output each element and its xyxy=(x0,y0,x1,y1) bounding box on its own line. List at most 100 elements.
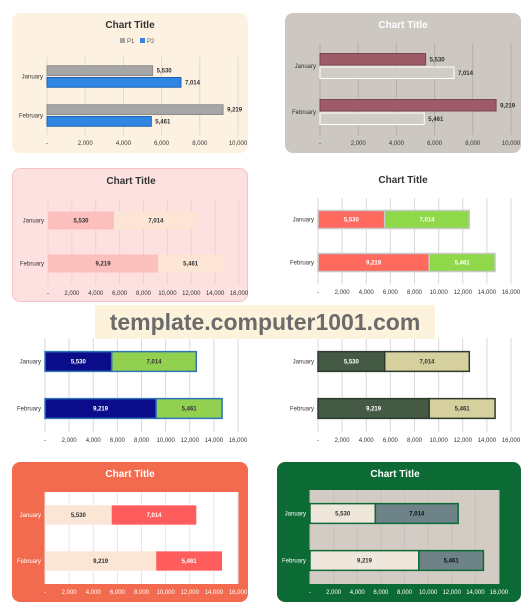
x-tick-label: 6,000 xyxy=(383,438,399,444)
x-tick-label: 4,000 xyxy=(350,590,366,596)
x-tick-label: 14,000 xyxy=(466,590,485,596)
bar xyxy=(45,505,112,525)
x-tick-label: 2,000 xyxy=(326,590,342,596)
x-tick-label: 10,000 xyxy=(158,291,177,297)
x-tick-label: 8,000 xyxy=(407,438,423,444)
x-tick-label: 16,000 xyxy=(502,290,521,296)
bar xyxy=(110,350,198,373)
x-tick-label: - xyxy=(44,438,46,444)
category-label: January xyxy=(295,64,316,70)
x-tick-label: 10,000 xyxy=(502,141,521,147)
x-tick-label: 16,000 xyxy=(229,590,248,596)
x-tick-label: - xyxy=(319,141,321,147)
watermark-banner: template.computer1001.com xyxy=(95,305,435,339)
x-tick-label: 8,000 xyxy=(134,590,150,596)
x-tick-label: 6,000 xyxy=(373,590,389,596)
bar xyxy=(114,211,198,230)
x-tick-label: 4,000 xyxy=(88,291,104,297)
x-tick-label: 4,000 xyxy=(389,141,405,147)
data-label: 5,530 xyxy=(71,360,87,366)
category-label: February xyxy=(282,559,306,565)
x-tick-label: 14,000 xyxy=(478,438,497,444)
x-tick-label: 12,000 xyxy=(181,438,200,444)
data-label: 7,014 xyxy=(420,218,436,224)
data-label: 9,219 xyxy=(500,103,516,109)
chart-panel-2: Chart Title - 2,000 4,000 6,000 8,000 10,000 Ja… xyxy=(285,13,521,153)
data-label: 7,014 xyxy=(185,80,201,86)
data-label: 7,014 xyxy=(409,512,425,518)
legend-swatch xyxy=(140,38,145,43)
category-label: January xyxy=(285,512,306,518)
bar-chart-6: - 2,000 4,000 6,000 8,000 10,000 12,000 14,000 1… xyxy=(290,338,521,444)
bar xyxy=(46,77,182,88)
data-label: 7,014 xyxy=(148,219,164,225)
chart-panel-1: Chart Title P1 P2 - 2,000 4,000 6,000 8,000 10,0… xyxy=(12,13,248,153)
category-label: January xyxy=(20,360,41,366)
x-tick-label: 12,000 xyxy=(443,590,462,596)
x-tick-label: 2,000 xyxy=(335,290,351,296)
data-label: 5,461 xyxy=(155,119,171,125)
bar xyxy=(111,505,197,525)
bar-chart-4: Chart Title - 2,000 4,000 6,000 8,000 10,000 12… xyxy=(290,175,521,296)
x-tick-label: 10,000 xyxy=(429,290,448,296)
data-label: 9,219 xyxy=(357,559,373,565)
x-tick-label: 14,000 xyxy=(206,291,225,297)
bar xyxy=(319,53,427,66)
x-tick-label: 8,000 xyxy=(465,141,481,147)
category-label: February xyxy=(290,407,314,413)
chart-panel-4: Chart Title - 2,000 4,000 6,000 8,000 10,000 12… xyxy=(285,168,521,302)
x-tick-label: 10,000 xyxy=(419,590,438,596)
legend-label: P1 xyxy=(127,39,135,45)
chart-panel-8: Chart Title - 2,000 4,000 6,000 8,000 10,000 12… xyxy=(277,462,521,602)
data-label: 5,530 xyxy=(430,57,446,63)
x-tick-label: - xyxy=(317,438,319,444)
chart-title: Chart Title xyxy=(106,176,156,187)
x-tick-label: 10,000 xyxy=(156,438,175,444)
x-tick-label: 4,000 xyxy=(86,590,102,596)
x-tick-label: 4,000 xyxy=(359,290,375,296)
data-label: 7,014 xyxy=(147,513,163,519)
x-tick-label: 12,000 xyxy=(454,290,473,296)
bar xyxy=(383,209,471,230)
category-label: January xyxy=(293,360,314,366)
bar xyxy=(319,66,455,79)
category-label: February xyxy=(290,261,314,267)
x-tick-label: 10,000 xyxy=(429,438,448,444)
data-label: 5,530 xyxy=(344,360,360,366)
x-tick-label: 14,000 xyxy=(478,290,497,296)
category-label: February xyxy=(17,407,41,413)
chart-panel-3: Chart Title - 2,000 4,000 6,000 8,000 10,000 12… xyxy=(12,168,249,302)
data-label: 9,219 xyxy=(366,407,382,413)
x-tick-label: - xyxy=(317,290,319,296)
x-tick-label: 2,000 xyxy=(64,291,80,297)
x-tick-label: 2,000 xyxy=(78,141,94,147)
data-label: 5,530 xyxy=(71,513,87,519)
chart-title: Chart Title xyxy=(105,469,155,480)
data-label: 5,530 xyxy=(335,512,351,518)
bar xyxy=(319,99,497,112)
legend-swatch xyxy=(120,38,125,43)
bar xyxy=(155,397,223,420)
bar-chart-5: - 2,000 4,000 6,000 8,000 10,000 12,000 14,000 1… xyxy=(17,338,248,444)
x-tick-label: - xyxy=(47,291,49,297)
data-label: 5,461 xyxy=(182,407,198,413)
x-tick-label: 6,000 xyxy=(154,141,170,147)
data-label: 5,461 xyxy=(444,559,460,565)
x-tick-label: - xyxy=(309,590,311,596)
category-label: February xyxy=(17,559,41,565)
x-tick-label: 8,000 xyxy=(192,141,208,147)
category-label: February xyxy=(292,110,316,116)
data-label: 5,530 xyxy=(73,219,89,225)
bar xyxy=(45,551,157,571)
chart-title: Chart Title xyxy=(105,20,155,31)
data-label: 7,014 xyxy=(420,360,436,366)
category-label: January xyxy=(20,513,41,519)
x-tick-label: 14,000 xyxy=(205,438,224,444)
x-tick-label: 2,000 xyxy=(351,141,367,147)
x-tick-label: 12,000 xyxy=(454,438,473,444)
data-label: 9,219 xyxy=(227,108,243,114)
x-tick-label: 6,000 xyxy=(110,590,126,596)
x-tick-label: 12,000 xyxy=(182,291,201,297)
x-tick-label: 4,000 xyxy=(86,438,102,444)
bar xyxy=(374,502,459,525)
